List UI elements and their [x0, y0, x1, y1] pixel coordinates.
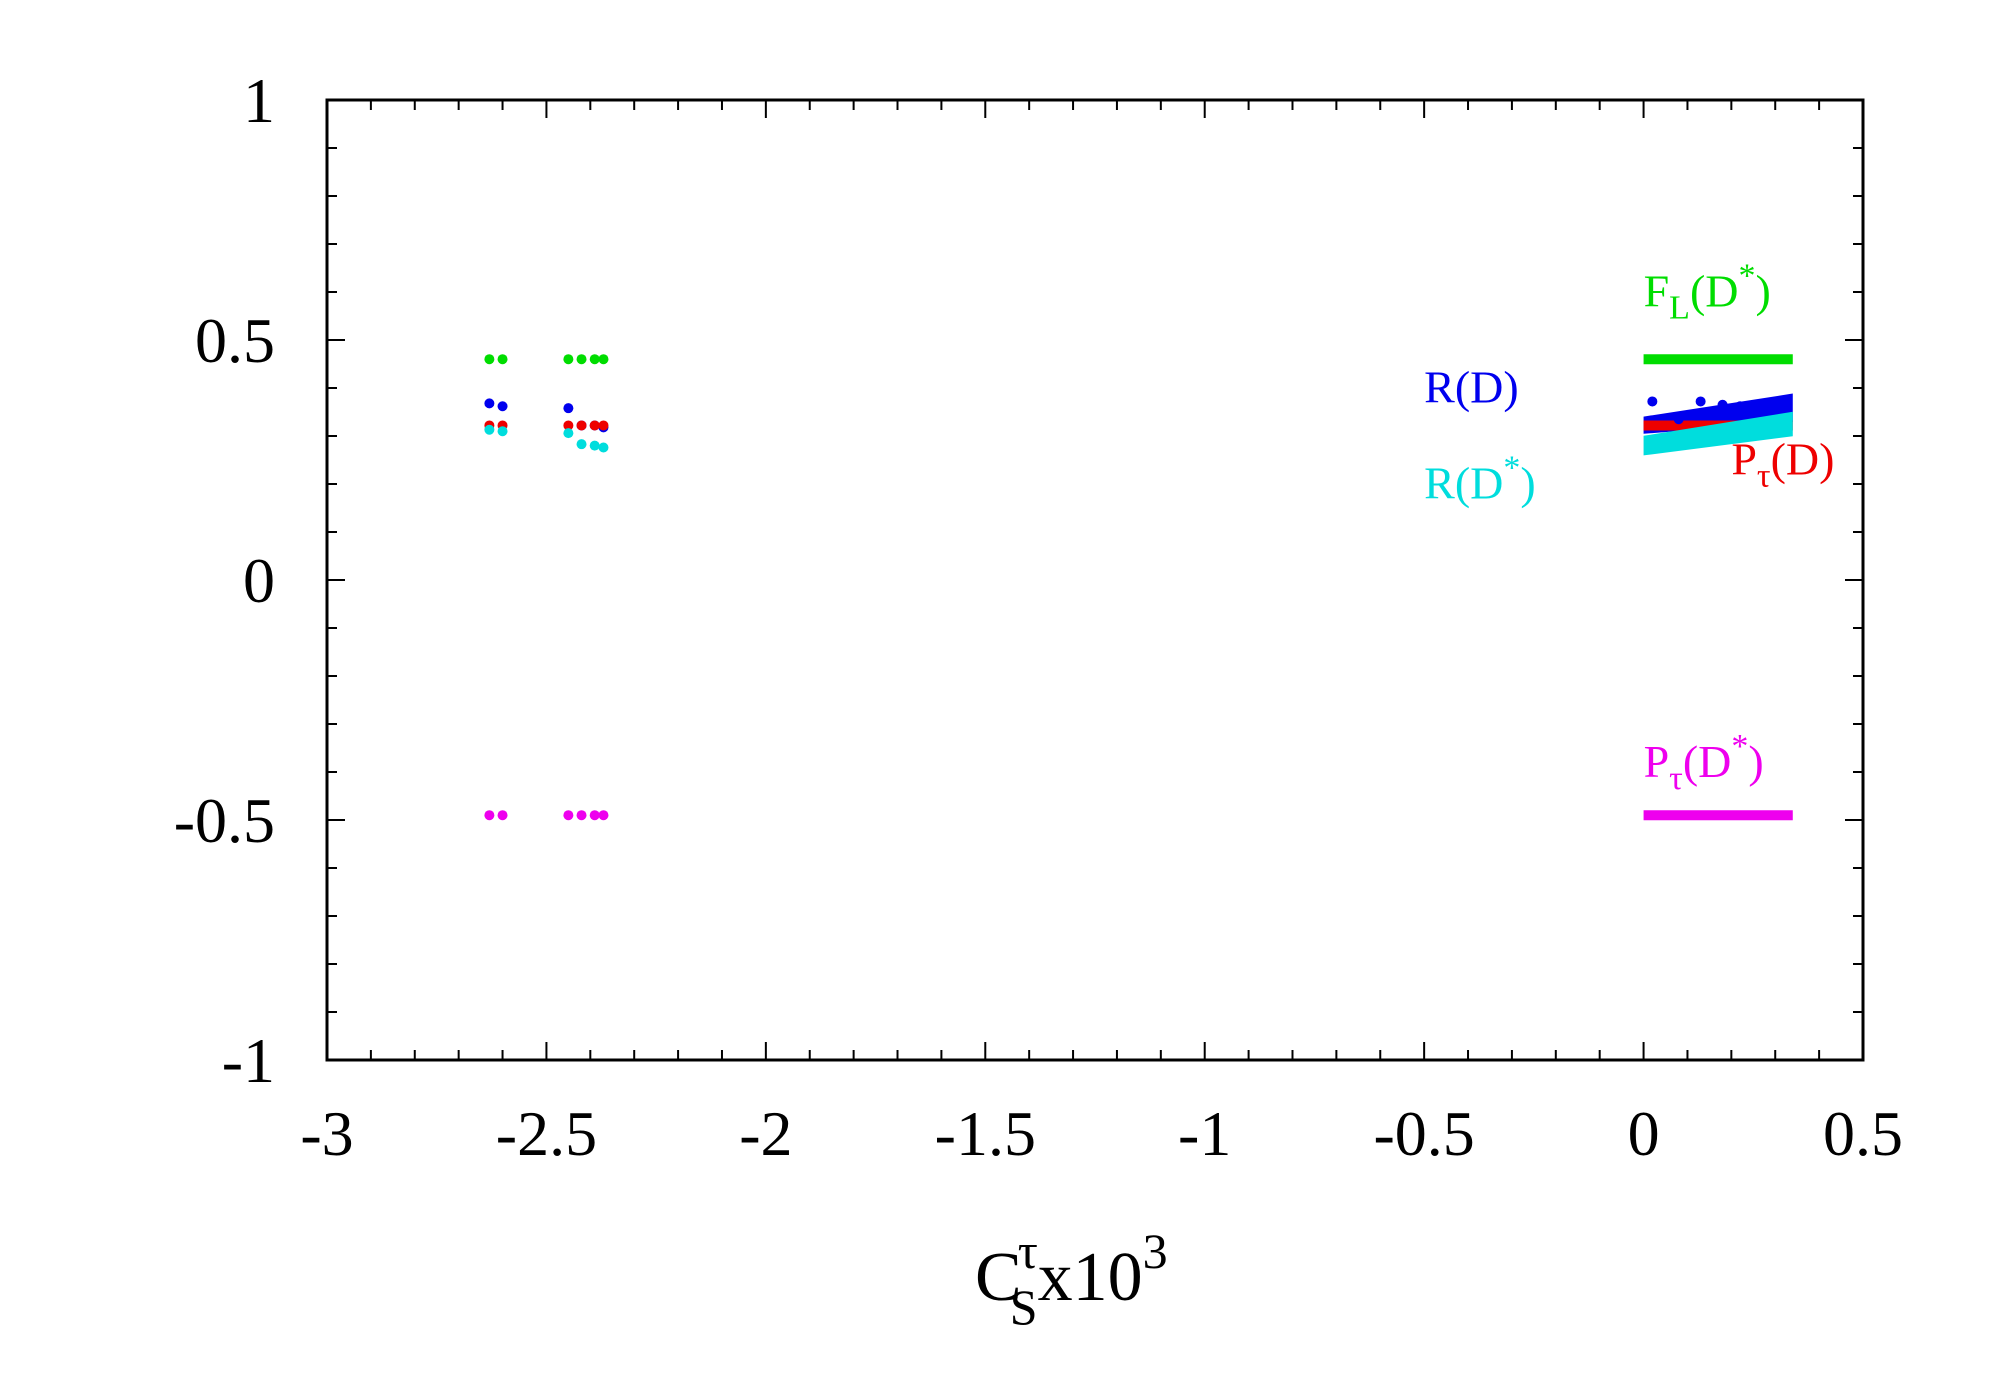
y-tick-label: 0 [243, 545, 275, 616]
point-fl [484, 354, 495, 365]
point-rd [484, 398, 495, 409]
x-tick-label: -2.5 [496, 1098, 597, 1169]
point-rd [563, 403, 574, 414]
point-ptd [563, 420, 574, 431]
y-tick-label: -1 [222, 1025, 275, 1096]
label-rd: R(D) [1424, 361, 1519, 412]
point-fl [589, 354, 600, 365]
label-rds: R(D*) [1424, 449, 1536, 508]
x-tick-label: -1.5 [935, 1098, 1036, 1169]
axis-ticks [326, 99, 1864, 1061]
x-tick-label: -3 [300, 1098, 353, 1169]
point-ptds [563, 810, 574, 821]
x-tick-label: 0.5 [1823, 1098, 1903, 1169]
point-ptd [598, 420, 609, 431]
label-ptd: Pτ(D) [1731, 433, 1834, 494]
point-ptds [484, 810, 495, 821]
y-tick-labels: -1 -0.5 0 0.5 1 [174, 65, 275, 1096]
point-rds [598, 442, 609, 453]
band-fl [1643, 354, 1793, 365]
point-rd [1735, 401, 1746, 412]
y-tick-label: 1 [243, 65, 275, 136]
point-ptds [576, 810, 587, 821]
x-tick-label: -0.5 [1373, 1098, 1474, 1169]
series-labels: FL(D*) R(D) Pτ(D) R(D*) Pτ(D*) [1424, 257, 1834, 796]
point-ptds [497, 810, 508, 821]
plot-frame [325, 98, 1865, 1062]
band-rds [1643, 411, 1793, 456]
x-tick-label: -2 [739, 1098, 792, 1169]
x-tick-labels: -3 -2.5 -2 -1.5 -1 -0.5 0 0.5 [300, 1098, 1903, 1169]
point-rd [1647, 396, 1658, 407]
label-fl: FL(D*) [1644, 257, 1771, 326]
point-ptds [589, 810, 600, 821]
point-rd [497, 401, 508, 412]
point-rds [576, 439, 587, 450]
point-fl [563, 354, 574, 365]
band-ptds [1643, 810, 1793, 821]
x-tick-label: -1 [1178, 1098, 1231, 1169]
point-fl [598, 354, 609, 365]
series-points [484, 354, 1746, 821]
point-ptds [598, 810, 609, 821]
y-tick-label: -0.5 [174, 785, 275, 856]
point-rd [1717, 399, 1728, 410]
point-fl [576, 354, 587, 365]
point-rds [589, 440, 600, 451]
point-fl [497, 354, 508, 365]
point-rd [1695, 396, 1706, 407]
label-ptds: Pτ(D*) [1644, 728, 1764, 797]
point-rds [563, 428, 574, 439]
point-ptd [576, 420, 587, 431]
point-rds [484, 424, 495, 435]
x-axis-label: Cτ Sx103 [975, 1223, 1168, 1335]
series-bands [1643, 354, 1793, 821]
point-rd [1673, 414, 1684, 425]
point-rds [497, 426, 508, 437]
x-tick-label: 0 [1628, 1098, 1660, 1169]
y-tick-label: 0.5 [195, 305, 275, 376]
point-ptd [589, 420, 600, 431]
